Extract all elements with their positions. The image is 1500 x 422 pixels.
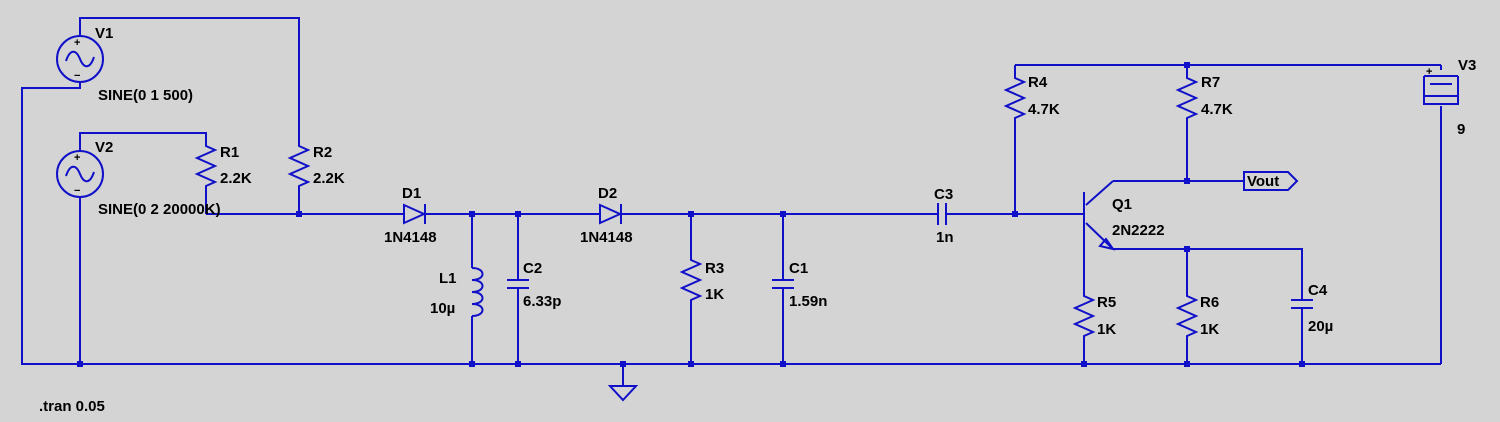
d2-value: 1N4148 [580,229,633,246]
c2-name: C2 [523,260,542,277]
r4-name: R4 [1028,74,1048,91]
c4-name: C4 [1308,282,1328,299]
v1-value: SINE(0 1 500) [98,87,193,104]
resistor-r6[interactable]: R6 1K [1175,290,1219,338]
transistor-q1[interactable]: Q1 2N2222 [1083,180,1165,251]
r1-value: 2.2K [220,170,252,187]
resistor-r1[interactable]: R1 2.2K [194,140,252,188]
d1-value: 1N4148 [384,229,437,246]
c4-value: 20µ [1308,318,1333,335]
d2-name: D2 [598,185,617,202]
q1-name: Q1 [1112,196,1132,213]
capacitor-c2[interactable]: C2 6.33p [507,260,561,310]
svg-text:−: − [74,185,80,197]
l1-name: L1 [439,270,457,287]
v2-name: V2 [95,139,113,156]
r2-value: 2.2K [313,170,345,187]
c3-value: 1n [936,229,954,246]
r7-name: R7 [1201,74,1220,91]
junction-dots [77,62,1305,367]
spice-directive[interactable]: .tran 0.05 [39,398,105,415]
v3-name: V3 [1458,57,1476,74]
c3-name: C3 [934,186,953,203]
r3-value: 1K [705,286,724,303]
vout-label: Vout [1247,173,1279,190]
r1-name: R1 [220,144,239,161]
voltage-source-v3[interactable]: + V3 9 [1423,57,1476,138]
r2-name: R2 [313,144,332,161]
resistor-r7[interactable]: R7 4.7K [1175,72,1233,120]
svg-text:−: − [74,70,80,82]
svg-text:+: + [74,152,80,164]
capacitor-c1[interactable]: C1 1.59n [772,260,827,310]
resistor-r2[interactable]: R2 2.2K [287,140,345,188]
resistor-r5[interactable]: R5 1K [1072,290,1116,338]
c2-value: 6.33p [523,293,561,310]
svg-text:+: + [1426,66,1432,78]
r3-name: R3 [705,260,724,277]
inductor-l1[interactable]: L1 10µ [430,267,484,317]
v1-name: V1 [95,25,113,42]
resistor-r4[interactable]: R4 4.7K [1003,72,1060,120]
v3-value: 9 [1457,121,1465,138]
ground-symbol[interactable] [607,364,639,402]
c1-name: C1 [789,260,808,277]
q1-value: 2N2222 [1112,222,1165,239]
r6-value: 1K [1200,321,1219,338]
capacitor-c3[interactable]: C3 1n [934,186,954,246]
r6-name: R6 [1200,294,1219,311]
r7-value: 4.7K [1201,101,1233,118]
v2-value: SINE(0 2 20000K) [98,201,221,218]
l1-value: 10µ [430,300,455,317]
r5-name: R5 [1097,294,1116,311]
svg-text:+: + [74,37,80,49]
resistor-r3[interactable]: R3 1K [679,254,724,306]
diode-d2[interactable]: D2 1N4148 [580,185,633,246]
d1-name: D1 [402,185,421,202]
wires [21,17,1442,365]
r4-value: 4.7K [1028,101,1060,118]
vout-net-label[interactable]: Vout [1243,171,1299,191]
diode-d1[interactable]: D1 1N4148 [384,185,437,246]
c1-value: 1.59n [789,293,827,310]
capacitor-c4[interactable]: C4 20µ [1291,282,1333,335]
voltage-source-v1[interactable]: + − V1 SINE(0 1 500) [56,25,193,104]
r5-value: 1K [1097,321,1116,338]
voltage-source-v2[interactable]: + − V2 SINE(0 2 20000K) [56,139,221,218]
